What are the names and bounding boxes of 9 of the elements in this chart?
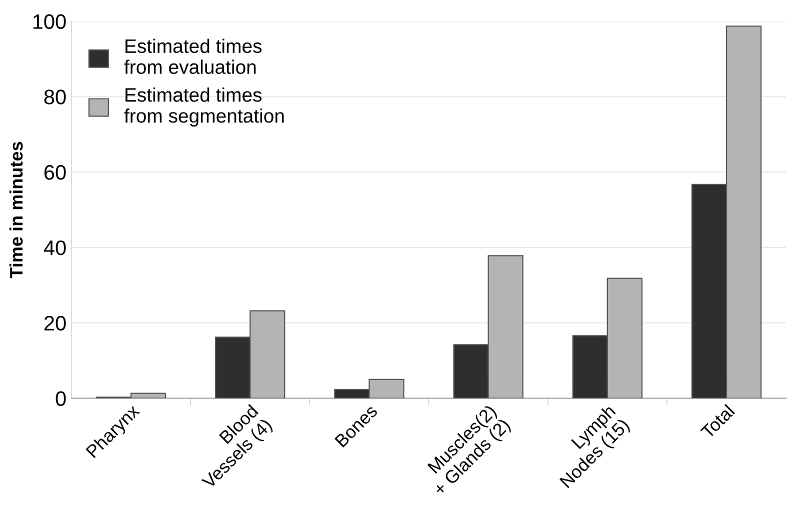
y-tick-label: 40	[44, 240, 66, 256]
y-tick-label: 80	[44, 90, 66, 104]
legend-label: Estimated times from evaluation	[124, 38, 262, 74]
y-tick-label: 0	[56, 391, 66, 406]
y-tick-label: 60	[44, 165, 66, 180]
y-axis-title: Time in minutes	[9, 142, 23, 278]
y-tick-label: 100	[33, 14, 66, 29]
legend-label: Estimated times from segmentation	[124, 88, 284, 127]
y-tick-label: 20	[44, 316, 66, 331]
